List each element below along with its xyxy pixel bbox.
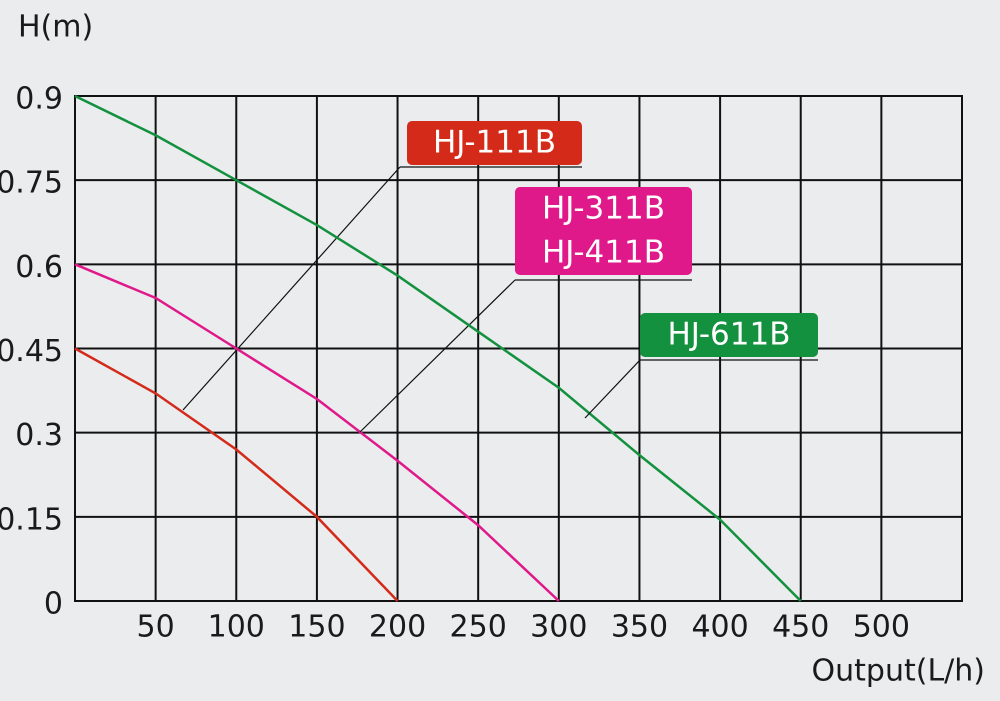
x-axis-title: Output(L/h) — [812, 654, 985, 689]
y-tick-label: 0.15 — [0, 502, 63, 537]
y-axis-title: H(m) — [18, 10, 93, 45]
legend-label: HJ-111B — [433, 125, 556, 161]
leader-line — [359, 279, 516, 433]
legend-box — [407, 121, 582, 165]
x-tick-label: 250 — [450, 610, 507, 645]
y-tick-label: 0.75 — [0, 166, 63, 201]
x-tick-label: 300 — [530, 610, 587, 645]
x-tick-label: 150 — [288, 610, 345, 645]
y-tick-label: 0.9 — [15, 82, 63, 117]
x-tick-label: 100 — [208, 610, 265, 645]
legend-label: HJ-311B — [542, 191, 665, 227]
x-tick-label: 400 — [691, 610, 748, 645]
y-tick-label: 0 — [44, 587, 63, 622]
legend-box — [515, 187, 692, 275]
series-line — [74, 94, 802, 602]
legend-box — [640, 313, 818, 357]
y-tick-label: 0.3 — [15, 418, 63, 453]
series-line — [74, 347, 399, 602]
leader-line — [182, 166, 401, 411]
x-tick-label: 350 — [611, 610, 668, 645]
y-tick-label: 0.45 — [0, 334, 63, 369]
leader-line — [584, 359, 641, 419]
series-line — [74, 263, 560, 602]
legend-label: HJ-411B — [542, 235, 665, 271]
legend-label: HJ-611B — [668, 317, 791, 353]
x-tick-label: 200 — [369, 610, 426, 645]
y-tick-label: 0.6 — [15, 250, 63, 285]
x-tick-label: 50 — [137, 610, 175, 645]
x-tick-label: 500 — [853, 610, 910, 645]
x-tick-label: 450 — [772, 610, 829, 645]
